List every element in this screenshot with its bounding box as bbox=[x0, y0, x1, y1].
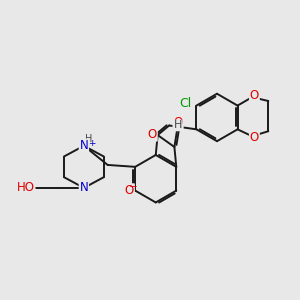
Text: −: − bbox=[129, 182, 138, 192]
Text: H: H bbox=[173, 121, 182, 130]
Text: O: O bbox=[174, 116, 183, 129]
Text: +: + bbox=[88, 139, 96, 148]
Text: O: O bbox=[250, 89, 259, 102]
Text: HO: HO bbox=[17, 182, 35, 194]
Text: Cl: Cl bbox=[180, 97, 192, 110]
Text: O: O bbox=[125, 184, 134, 197]
Text: O: O bbox=[250, 131, 259, 144]
Text: N: N bbox=[80, 139, 88, 152]
Text: H: H bbox=[85, 134, 92, 144]
Text: O: O bbox=[148, 128, 157, 141]
Text: N: N bbox=[80, 182, 88, 194]
